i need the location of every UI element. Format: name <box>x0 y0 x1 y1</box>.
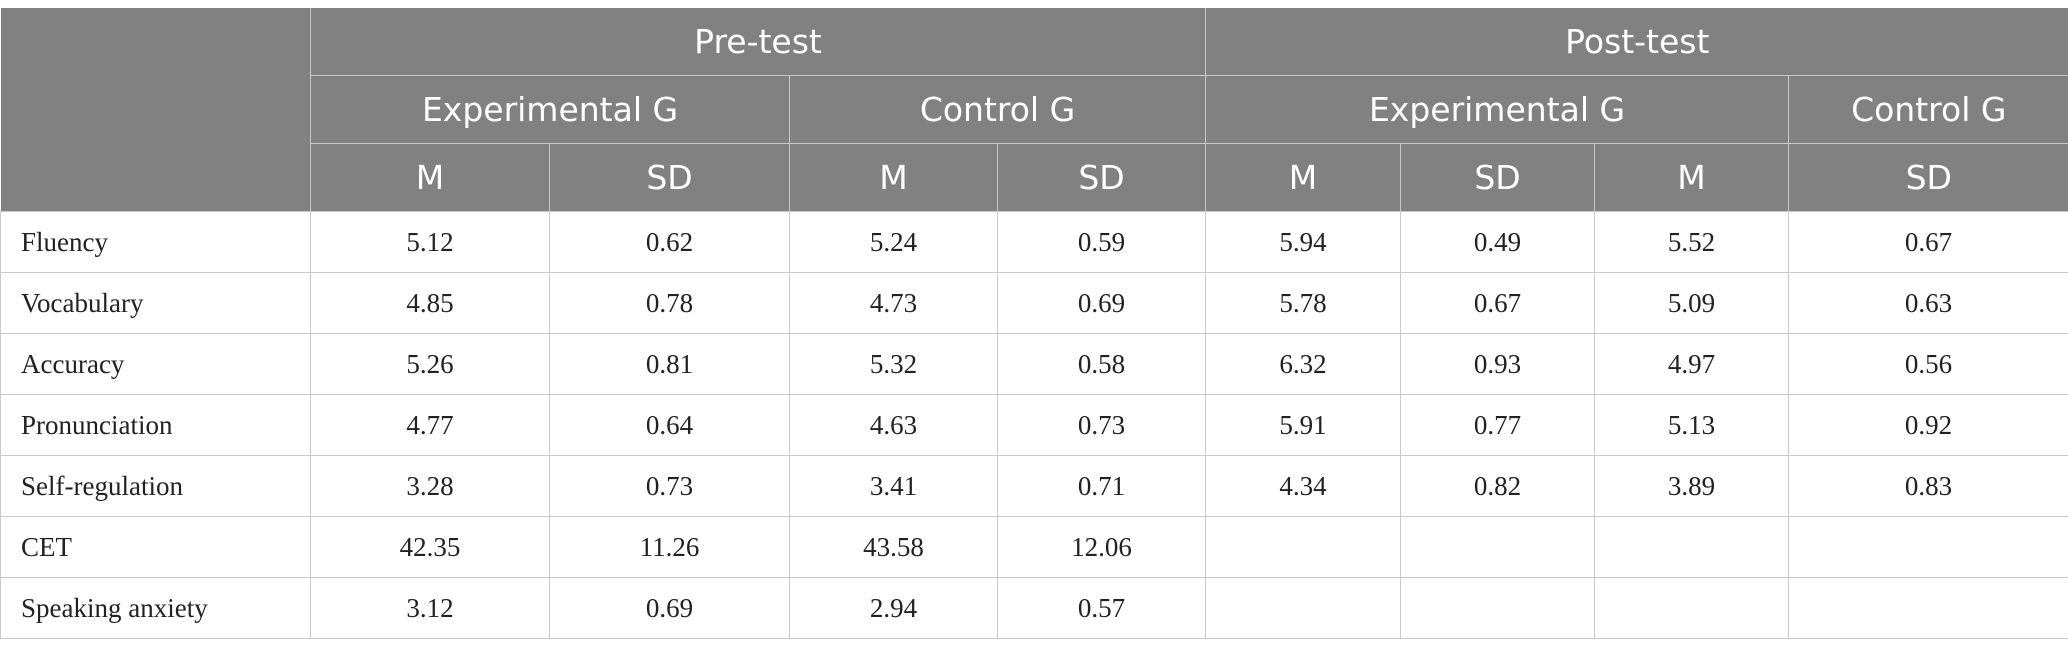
table-cell: 0.81 <box>549 333 790 395</box>
table-cell <box>1400 516 1595 578</box>
table-cell: 42.35 <box>310 516 550 578</box>
table-cell: 11.26 <box>549 516 790 578</box>
header-row-subgroups: Experimental G Control G Experimental G … <box>1 75 2068 144</box>
header-pre-test: Pre-test <box>310 8 1206 76</box>
table-row: Pronunciation 4.77 0.64 4.63 0.73 5.91 0… <box>0 394 2068 456</box>
table-cell: 0.92 <box>1787 394 2068 456</box>
header-post-experimental: Experimental G <box>1205 75 1789 144</box>
table-cell: 3.89 <box>1594 455 1789 517</box>
row-label: Accuracy <box>0 333 311 395</box>
table-cell: 12.06 <box>997 516 1206 578</box>
table-cell <box>1205 577 1401 639</box>
table-cell: 5.26 <box>310 333 550 395</box>
table-cell: 0.69 <box>997 272 1206 334</box>
table-cell: 0.58 <box>997 333 1206 395</box>
table-cell: 5.24 <box>789 211 998 273</box>
table-cell <box>1400 577 1595 639</box>
table-cell: 5.12 <box>310 211 550 273</box>
header-stat: SD <box>997 143 1206 212</box>
table-cell <box>1787 516 2068 578</box>
table-cell: 0.71 <box>997 455 1206 517</box>
table-cell: 5.13 <box>1594 394 1789 456</box>
table-cell <box>1594 516 1789 578</box>
table-cell: 3.12 <box>310 577 550 639</box>
header-row-groups: Pre-test Post-test <box>0 8 2068 212</box>
header-pre-experimental: Experimental G <box>310 75 790 144</box>
row-label: CET <box>0 516 311 578</box>
table-cell: 6.32 <box>1205 333 1401 395</box>
table-cell: 0.93 <box>1400 333 1595 395</box>
table-cell: 0.64 <box>549 394 790 456</box>
table-cell: 5.32 <box>789 333 998 395</box>
table-cell: 4.63 <box>789 394 998 456</box>
table-cell: 5.09 <box>1594 272 1789 334</box>
table-row: Fluency 5.12 0.62 5.24 0.59 5.94 0.49 5.… <box>0 211 2068 273</box>
table-row: CET 42.35 11.26 43.58 12.06 <box>0 516 2068 578</box>
table-row: Self-regulation 3.28 0.73 3.41 0.71 4.34… <box>0 455 2068 517</box>
table-cell: 2.94 <box>789 577 998 639</box>
header-post-test: Post-test <box>1204 8 2068 76</box>
table-cell <box>1594 577 1789 639</box>
header-stat: M <box>310 143 550 212</box>
row-label: Speaking anxiety <box>0 577 311 639</box>
row-label: Pronunciation <box>0 394 311 456</box>
results-table: Pre-test Post-test Experimental G Contro… <box>0 8 2068 639</box>
table-cell: 0.49 <box>1400 211 1595 273</box>
table-row: Accuracy 5.26 0.81 5.32 0.58 6.32 0.93 4… <box>0 333 2068 395</box>
table-cell: 0.67 <box>1400 272 1595 334</box>
header-stat: SD <box>549 143 790 212</box>
table-cell: 0.57 <box>997 577 1206 639</box>
row-label: Vocabulary <box>0 272 311 334</box>
table-cell: 5.91 <box>1205 394 1401 456</box>
table-cell: 4.34 <box>1205 455 1401 517</box>
header-post-control: Control G <box>1787 75 2068 144</box>
table-cell: 5.78 <box>1205 272 1401 334</box>
header-stat: M <box>789 143 998 212</box>
header-stat: SD <box>1400 143 1595 212</box>
table-cell: 0.59 <box>997 211 1206 273</box>
table-cell: 0.73 <box>997 394 1206 456</box>
table-cell: 0.63 <box>1787 272 2068 334</box>
row-label: Fluency <box>0 211 311 273</box>
table-cell: 0.62 <box>549 211 790 273</box>
header-stat: M <box>1594 143 1789 212</box>
table-cell: 0.82 <box>1400 455 1595 517</box>
table-row: Vocabulary 4.85 0.78 4.73 0.69 5.78 0.67… <box>0 272 2068 334</box>
table-cell <box>1205 516 1401 578</box>
table-cell: 0.83 <box>1787 455 2068 517</box>
table-cell <box>1787 577 2068 639</box>
header-stat: SD <box>1787 143 2068 212</box>
table-cell: 4.97 <box>1594 333 1789 395</box>
header-stat: M <box>1205 143 1401 212</box>
table-cell: 0.67 <box>1787 211 2068 273</box>
table-cell: 0.69 <box>549 577 790 639</box>
header-row-stats: M SD M SD M SD M SD <box>1 143 2068 212</box>
table-cell: 0.73 <box>549 455 790 517</box>
table-cell: 5.52 <box>1594 211 1789 273</box>
table-cell: 3.28 <box>310 455 550 517</box>
table-cell: 4.85 <box>310 272 550 334</box>
header-pre-control: Control G <box>789 75 1206 144</box>
table-cell: 0.78 <box>549 272 790 334</box>
header-corner-cell <box>0 8 311 212</box>
table-cell: 4.77 <box>310 394 550 456</box>
table-cell: 4.73 <box>789 272 998 334</box>
table-cell: 5.94 <box>1205 211 1401 273</box>
table-cell: 0.77 <box>1400 394 1595 456</box>
table-cell: 3.41 <box>789 455 998 517</box>
results-table-container: Pre-test Post-test Experimental G Contro… <box>0 8 2068 639</box>
table-cell: 0.56 <box>1787 333 2068 395</box>
table-row: Speaking anxiety 3.12 0.69 2.94 0.57 <box>0 577 2068 639</box>
table-cell: 43.58 <box>789 516 998 578</box>
row-label: Self-regulation <box>0 455 311 517</box>
